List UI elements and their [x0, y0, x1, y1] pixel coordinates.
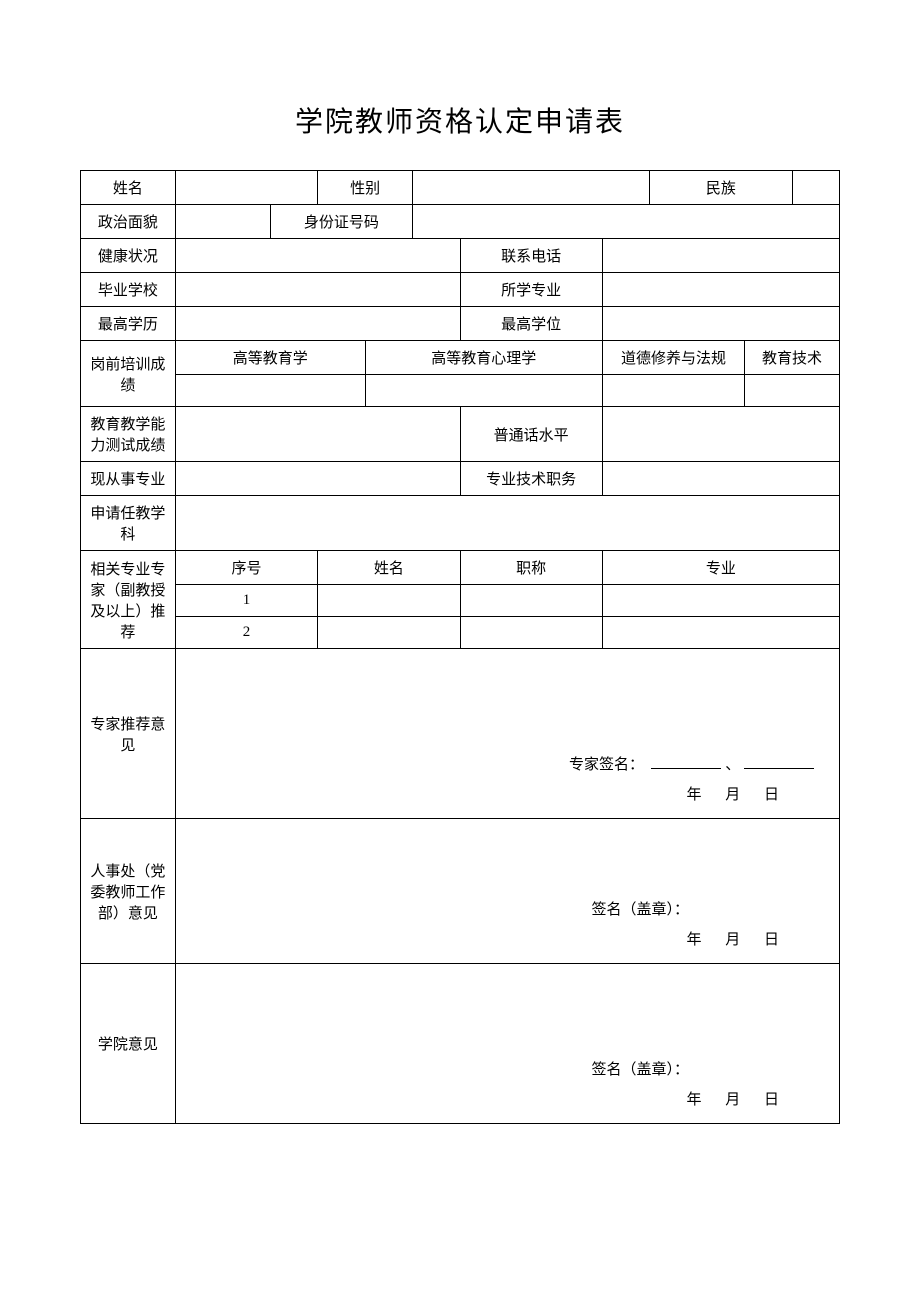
label-gender: 性别	[318, 171, 413, 205]
value-higher-edu[interactable]	[175, 375, 365, 407]
label-rec-name: 姓名	[318, 551, 460, 585]
month-label: 月	[725, 1092, 750, 1108]
value-id-number[interactable]	[413, 205, 840, 239]
hr-opinion-area[interactable]: 签名（盖章）： 年 月 日	[175, 819, 839, 964]
label-seq: 序号	[175, 551, 317, 585]
label-edu-tech: 教育技术	[745, 341, 840, 375]
day-label: 日	[764, 932, 789, 948]
label-expert-opinion: 专家推荐意见	[81, 649, 176, 819]
value-school[interactable]	[175, 273, 460, 307]
label-ethnicity: 民族	[650, 171, 792, 205]
application-form-table: 姓名 性别 民族 政治面貌 身份证号码 健康状况 联系电话 毕业学校 所学专业 …	[80, 170, 840, 1124]
value-higher-psych[interactable]	[365, 375, 602, 407]
value-tech-position[interactable]	[602, 462, 839, 496]
label-id-number: 身份证号码	[270, 205, 412, 239]
label-health: 健康状况	[81, 239, 176, 273]
rec1-major[interactable]	[602, 585, 839, 617]
expert-sign-field-2[interactable]	[744, 754, 814, 769]
rec2-title[interactable]	[460, 617, 602, 649]
label-degree: 最高学位	[460, 307, 602, 341]
label-hr-opinion: 人事处（党委教师工作部）意见	[81, 819, 176, 964]
hr-sign-label: 签名（盖章）：	[591, 902, 689, 918]
label-phone: 联系电话	[460, 239, 602, 273]
value-political[interactable]	[175, 205, 270, 239]
seq-1: 1	[175, 585, 317, 617]
college-opinion-area[interactable]: 签名（盖章）： 年 月 日	[175, 964, 839, 1124]
label-higher-edu: 高等教育学	[175, 341, 365, 375]
label-expert-recommend: 相关专业专家（副教授及以上）推荐	[81, 551, 176, 649]
month-label: 月	[725, 932, 750, 948]
label-rec-title: 职称	[460, 551, 602, 585]
value-ethnicity[interactable]	[792, 171, 839, 205]
expert-sign-field-1[interactable]	[651, 754, 721, 769]
label-college-opinion: 学院意见	[81, 964, 176, 1124]
label-name: 姓名	[81, 171, 176, 205]
label-rec-major: 专业	[602, 551, 839, 585]
label-school: 毕业学校	[81, 273, 176, 307]
college-sign-label: 签名（盖章）：	[591, 1062, 689, 1078]
rec2-name[interactable]	[318, 617, 460, 649]
label-apply-subject: 申请任教学科	[81, 496, 176, 551]
seq-2: 2	[175, 617, 317, 649]
sign-separator: 、	[725, 757, 740, 773]
value-degree[interactable]	[602, 307, 839, 341]
label-teaching-ability: 教育教学能力测试成绩	[81, 407, 176, 462]
month-label: 月	[725, 787, 750, 803]
value-major[interactable]	[602, 273, 839, 307]
year-label: 年	[686, 1092, 711, 1108]
label-current-major: 现从事专业	[81, 462, 176, 496]
form-title: 学院教师资格认定申请表	[80, 100, 840, 140]
value-current-major[interactable]	[175, 462, 460, 496]
label-tech-position: 专业技术职务	[460, 462, 602, 496]
label-political: 政治面貌	[81, 205, 176, 239]
label-ethics: 道德修养与法规	[602, 341, 744, 375]
expert-opinion-area[interactable]: 专家签名： 、 年 月 日	[175, 649, 839, 819]
value-phone[interactable]	[602, 239, 839, 273]
value-mandarin[interactable]	[602, 407, 839, 462]
value-education[interactable]	[175, 307, 460, 341]
label-education: 最高学历	[81, 307, 176, 341]
value-apply-subject[interactable]	[175, 496, 839, 551]
value-name[interactable]	[175, 171, 317, 205]
label-mandarin: 普通话水平	[460, 407, 602, 462]
value-ethics[interactable]	[602, 375, 744, 407]
value-edu-tech[interactable]	[745, 375, 840, 407]
expert-sign-label: 专家签名：	[569, 757, 644, 773]
rec1-name[interactable]	[318, 585, 460, 617]
value-health[interactable]	[175, 239, 460, 273]
day-label: 日	[764, 1092, 789, 1108]
label-higher-psych: 高等教育心理学	[365, 341, 602, 375]
rec2-major[interactable]	[602, 617, 839, 649]
value-teaching-ability[interactable]	[175, 407, 460, 462]
value-gender[interactable]	[413, 171, 650, 205]
year-label: 年	[686, 787, 711, 803]
day-label: 日	[764, 787, 789, 803]
label-pretraining: 岗前培训成绩	[81, 341, 176, 407]
label-major: 所学专业	[460, 273, 602, 307]
rec1-title[interactable]	[460, 585, 602, 617]
year-label: 年	[686, 932, 711, 948]
